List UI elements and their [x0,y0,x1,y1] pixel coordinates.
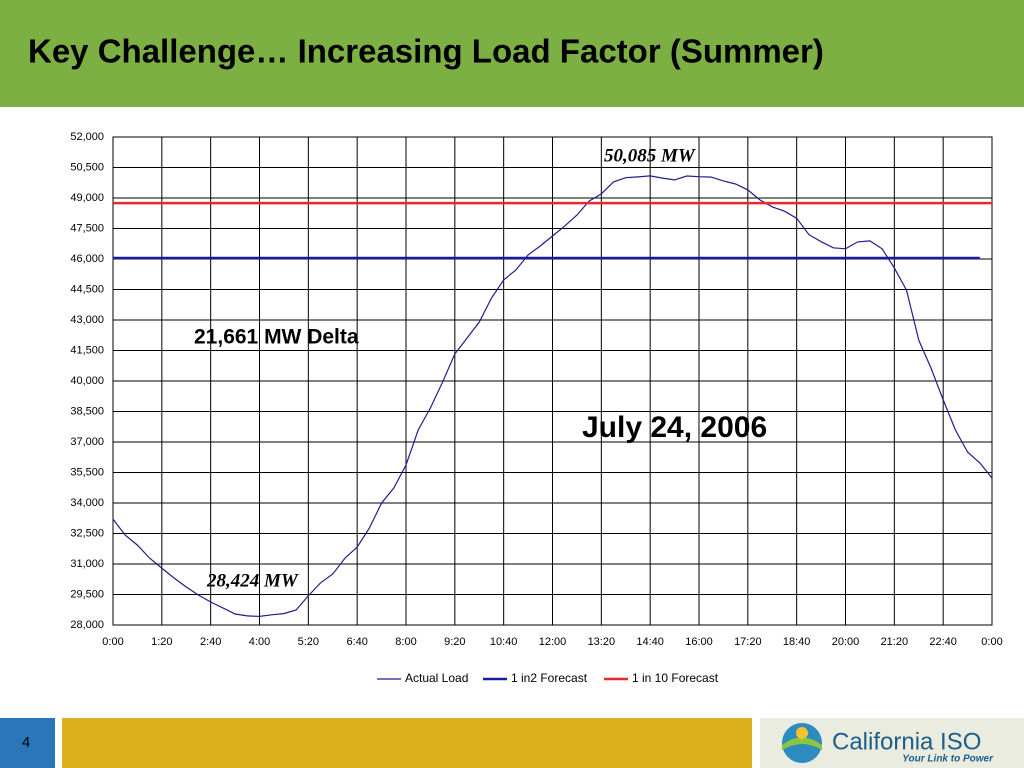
header-bar [0,0,1024,107]
annotation: 50,085 MW [604,145,696,166]
y-tick-label: 50,500 [70,161,104,173]
x-tick-label: 4:00 [249,636,270,648]
x-tick-label: 18:40 [783,636,811,648]
x-tick-label: 5:20 [298,636,319,648]
x-tick-label: 0:00 [981,636,1002,648]
legend-label: 1 in2 Forecast [511,671,588,685]
slide-title: Key Challenge… Increasing Load Factor (S… [28,33,824,70]
y-tick-label: 29,500 [70,588,104,600]
y-tick-label: 44,500 [70,283,104,295]
y-tick-label: 35,500 [70,466,104,478]
legend-label: Actual Load [405,671,468,685]
logo-tagline: Your Link to Power [902,754,994,765]
y-tick-label: 32,500 [70,527,104,539]
x-tick-label: 8:00 [395,636,416,648]
logo-name: California ISO [832,728,981,755]
y-tick-label: 46,000 [70,253,104,265]
x-tick-label: 10:40 [490,636,518,648]
footer-bar [62,718,752,768]
logo-sun [796,727,808,739]
legend-label: 1 in 10 Forecast [632,671,719,685]
y-tick-label: 41,500 [70,344,104,356]
x-tick-label: 12:00 [539,636,567,648]
x-tick-label: 9:20 [444,636,465,648]
y-tick-label: 47,500 [70,222,104,234]
x-tick-label: 0:00 [102,636,123,648]
logo-wave [782,737,822,750]
x-tick-label: 20:00 [832,636,860,648]
y-tick-label: 40,000 [70,375,104,387]
plot-border [112,136,993,626]
x-tick-label: 22:40 [929,636,957,648]
y-tick-label: 31,000 [70,558,104,570]
y-tick-label: 38,500 [70,405,104,417]
y-tick-label: 49,000 [70,192,104,204]
series-line [112,175,993,618]
x-tick-label: 16:00 [685,636,713,648]
annotation: 21,661 MW Delta [194,326,359,349]
x-tick-label: 1:20 [151,636,172,648]
y-tick-label: 37,000 [70,436,104,448]
y-tick-label: 43,000 [70,314,104,326]
annotation: July 24, 2006 [582,411,767,444]
y-tick-label: 52,000 [70,131,104,143]
page-box [0,718,55,768]
x-tick-label: 14:40 [636,636,664,648]
x-tick-label: 17:20 [734,636,762,648]
page-number: 4 [22,734,30,751]
x-tick-label: 2:40 [200,636,221,648]
y-tick-label: 28,000 [70,619,104,631]
x-tick-label: 6:40 [346,636,367,648]
annotation: 28,424 MW [206,570,299,591]
x-tick-label: 21:20 [881,636,909,648]
x-tick-label: 13:20 [588,636,616,648]
y-tick-label: 34,000 [70,497,104,509]
